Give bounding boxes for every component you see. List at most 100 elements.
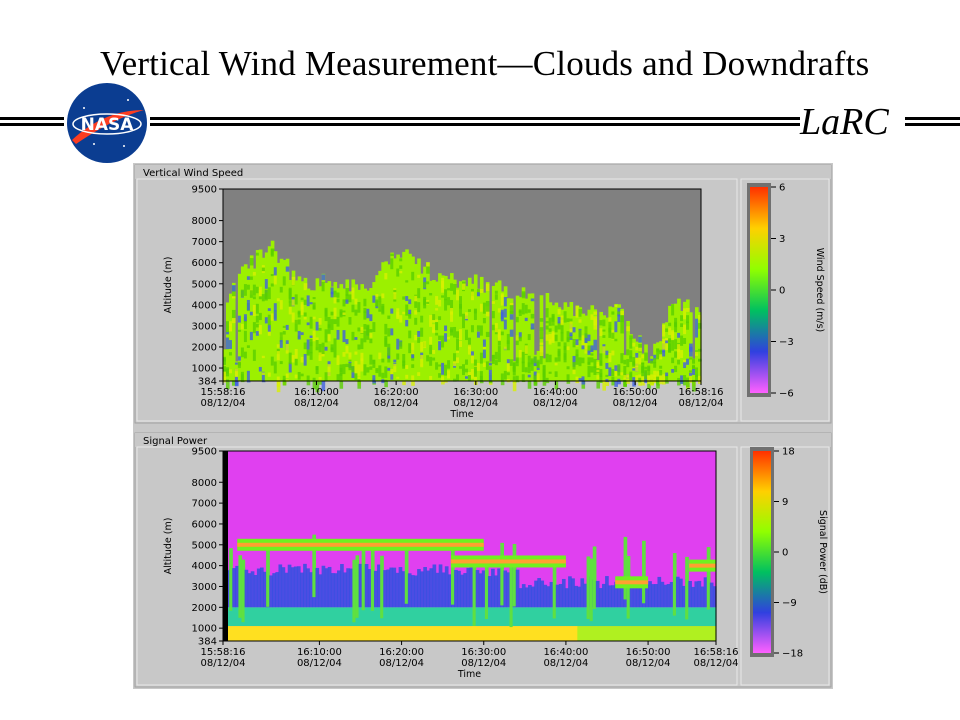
surface-column xyxy=(552,626,557,641)
wind-column xyxy=(521,287,526,381)
wind-speckle xyxy=(524,317,529,322)
wind-speckle xyxy=(324,307,329,317)
wind-speckle xyxy=(462,364,466,371)
wind-speckle xyxy=(506,359,511,372)
wind-speckle xyxy=(246,276,251,280)
wind-column xyxy=(599,311,604,381)
wind-speckle xyxy=(521,351,526,364)
aerosol-column xyxy=(524,587,529,608)
surface-column xyxy=(561,626,566,641)
wind-speckle xyxy=(435,319,439,322)
wind-speckle xyxy=(375,294,379,297)
cloud-shaft xyxy=(672,553,677,616)
wind-speckle xyxy=(689,372,693,376)
surface-column xyxy=(395,626,400,641)
boundary-column xyxy=(447,607,452,627)
wind-column xyxy=(264,252,269,381)
aerosol-column xyxy=(377,564,381,608)
wind-column xyxy=(530,293,535,381)
wind-speckle xyxy=(563,351,568,358)
wind-column xyxy=(611,307,615,381)
wind-speckle xyxy=(686,358,690,365)
wind-speckle xyxy=(527,374,532,378)
wind-speckle xyxy=(608,367,612,377)
wind-speckle xyxy=(300,332,305,336)
wind-speckle xyxy=(228,340,233,349)
wind-speckle xyxy=(668,322,672,326)
wind-speckle xyxy=(689,372,693,383)
wind-speckle xyxy=(414,295,418,302)
x-tick-date: 08/12/04 xyxy=(461,658,506,669)
wind-speckle xyxy=(647,366,651,376)
panel-title: Vertical Wind Speed xyxy=(143,168,243,179)
wind-speckle xyxy=(500,294,505,306)
wind-column xyxy=(279,258,284,381)
y-tick-label: 3000 xyxy=(192,321,217,332)
surface-column xyxy=(675,626,680,641)
wind-speckle xyxy=(429,292,433,296)
wind-speckle xyxy=(372,295,376,303)
boundary-column xyxy=(571,607,575,627)
wind-speckle xyxy=(312,377,317,390)
boundary-column xyxy=(617,607,622,627)
wind-column xyxy=(276,262,281,381)
wind-speckle xyxy=(695,351,699,356)
wind-column xyxy=(551,305,556,381)
surface-column xyxy=(682,626,686,641)
aerosol-column xyxy=(657,576,662,608)
boundary-column xyxy=(614,607,618,627)
header-rule-right-lower xyxy=(150,123,800,126)
boundary-column xyxy=(410,607,415,627)
wind-speckle xyxy=(375,368,379,371)
wind-speckle xyxy=(656,348,660,352)
wind-speckle xyxy=(318,352,323,362)
wind-speckle xyxy=(333,294,338,304)
aerosol-column xyxy=(571,578,575,608)
wind-speckle xyxy=(270,283,275,287)
wind-speckle xyxy=(641,362,645,365)
boundary-column xyxy=(620,607,625,627)
aerosol-column xyxy=(340,564,344,608)
surface-column xyxy=(651,626,655,641)
panel-title-bar xyxy=(135,433,831,447)
colorbar-frame xyxy=(740,446,830,686)
wind-speckle xyxy=(330,287,335,298)
aerosol-column xyxy=(518,588,523,608)
wind-speckle xyxy=(309,335,314,338)
wind-column xyxy=(300,281,305,381)
wind-speckle xyxy=(336,329,341,340)
wind-speckle xyxy=(647,374,651,381)
wind-speckle xyxy=(683,337,687,344)
wind-speckle xyxy=(674,322,678,333)
wind-speckle xyxy=(267,308,272,311)
y-tick-label: 384 xyxy=(198,377,217,388)
wind-speckle xyxy=(357,364,362,376)
wind-speckle xyxy=(294,374,299,379)
wind-speckle xyxy=(357,344,362,350)
wind-column xyxy=(677,298,681,381)
boundary-column xyxy=(263,607,267,627)
wind-column xyxy=(402,251,406,381)
surface-column xyxy=(318,626,323,641)
surface-column xyxy=(426,626,431,641)
wind-speckle xyxy=(348,294,353,303)
surface-column xyxy=(303,626,307,641)
wind-speckle xyxy=(270,274,275,277)
wind-speckle xyxy=(653,354,657,360)
aerosol-column xyxy=(583,583,588,608)
wind-speckle xyxy=(641,366,645,377)
boundary-column xyxy=(497,607,501,627)
wind-speckle xyxy=(665,372,669,377)
surface-column xyxy=(404,626,409,641)
wind-column xyxy=(572,316,577,381)
surface-column xyxy=(475,626,480,641)
aerosol-column xyxy=(401,571,406,608)
aerosol-column xyxy=(580,578,585,608)
wind-speckle xyxy=(396,353,400,360)
wind-speckle xyxy=(632,366,636,370)
wind-speckle xyxy=(680,315,684,322)
surface-column xyxy=(540,626,545,641)
surface-column xyxy=(531,626,535,641)
wind-speckle xyxy=(441,376,445,385)
wind-speckle xyxy=(363,307,367,313)
